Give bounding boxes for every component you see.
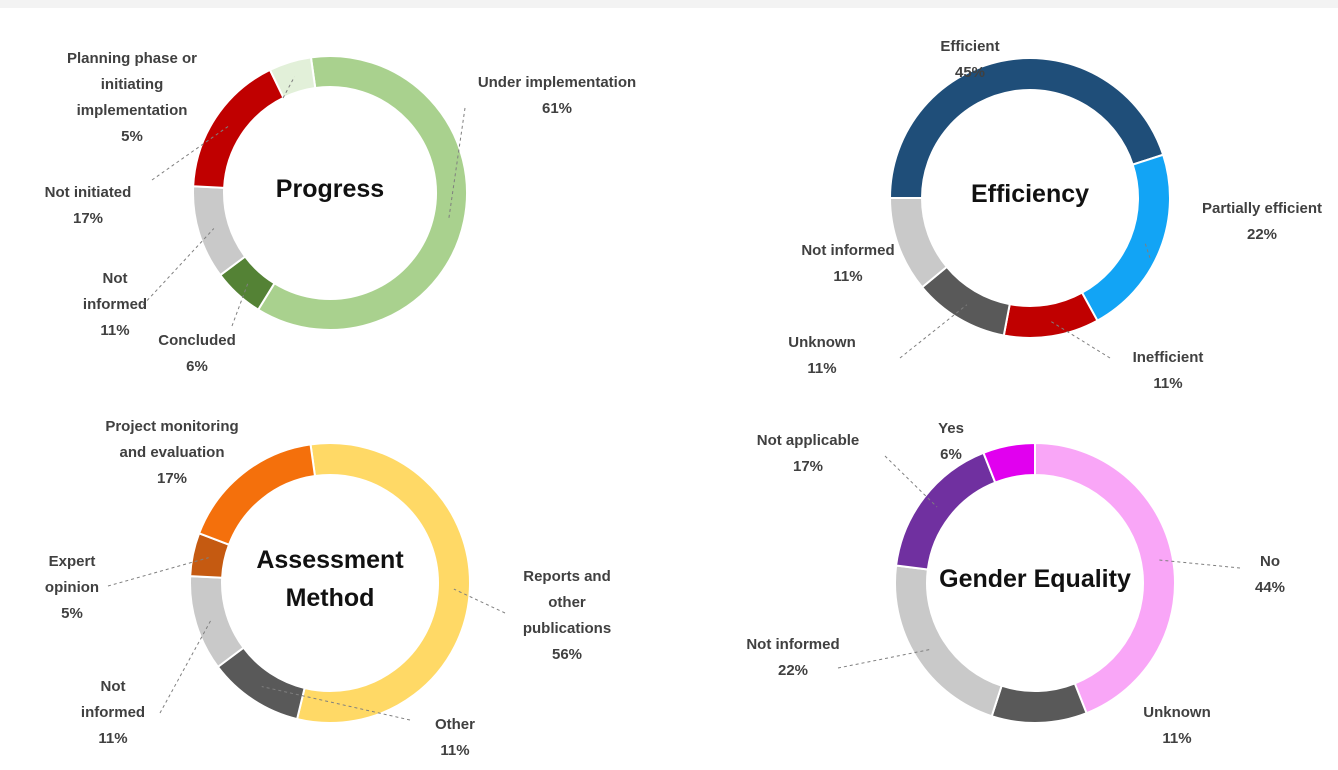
slice-label: Not initiated 17% <box>18 180 158 232</box>
category-label: Under implementation <box>477 74 637 91</box>
slice-label: Expert opinion 5% <box>32 549 112 627</box>
category-label: Other <box>434 716 475 733</box>
slice-label: Not informed 11% <box>70 266 160 344</box>
value-label: 56% <box>551 646 583 663</box>
leader-line <box>159 619 212 714</box>
slice-label: Reports and other publications 56% <box>505 564 630 668</box>
slice-label: Project monitoring and evaluation 17% <box>100 414 245 492</box>
slice-label: Unknown 11% <box>1117 700 1237 752</box>
chart-title: Progress <box>275 175 385 203</box>
donut-slice <box>888 197 949 289</box>
donut-slice <box>990 682 1088 724</box>
donut-slice <box>1034 441 1176 715</box>
category-label: Unknown <box>788 334 856 351</box>
donut-slice <box>982 441 1036 484</box>
chart-title: Gender Equality <box>939 565 1131 593</box>
leader-line <box>837 648 931 669</box>
donut-slice <box>894 451 997 571</box>
chart-title: Assessment Method <box>256 546 404 612</box>
category-label: Not applicable <box>756 432 860 449</box>
slice-label: Partially efficient 22% <box>1177 196 1338 248</box>
category-label: Partially efficient <box>1201 200 1323 217</box>
donut-slice <box>268 56 317 100</box>
leader-line <box>231 282 249 327</box>
slice-label: Concluded 6% <box>137 328 257 380</box>
value-label: 11% <box>1153 375 1183 392</box>
value-label: 6% <box>940 446 962 463</box>
donut-slice <box>197 443 317 546</box>
category-label: Inefficient <box>1132 349 1204 366</box>
value-label: 11% <box>1162 730 1192 747</box>
category-label: Not initiated <box>44 184 132 201</box>
leader-line <box>151 125 229 181</box>
category-label: No <box>1260 553 1280 570</box>
slice-label: Unknown 11% <box>762 330 882 382</box>
value-label: 17% <box>156 470 188 487</box>
value-label: 61% <box>541 100 573 117</box>
category-label: Expert opinion <box>44 553 100 596</box>
leader-line <box>1144 243 1151 259</box>
chart-title: Efficiency <box>970 180 1090 208</box>
slice-label: Efficient 45% <box>910 34 1030 86</box>
value-label: 11% <box>833 268 863 285</box>
category-label: Not informed <box>80 678 146 721</box>
value-label: 11% <box>100 322 130 339</box>
category-label: Not informed <box>801 242 895 259</box>
donut-slice <box>216 646 306 721</box>
slice-label: Other 11% <box>410 712 500 764</box>
donut-slice <box>295 442 471 724</box>
leader-line <box>261 686 411 721</box>
leader-line <box>1156 559 1241 569</box>
value-label: 5% <box>121 128 143 145</box>
category-label: Not informed <box>82 270 148 313</box>
leader-line <box>884 455 938 508</box>
donut-slice <box>888 57 1165 199</box>
value-label: 22% <box>777 662 809 679</box>
slice-label: Planning phase or initiating implementat… <box>47 46 217 150</box>
slice-label: Not informed 22% <box>743 632 843 684</box>
category-label: Concluded <box>158 332 236 349</box>
value-label: 22% <box>1246 226 1278 243</box>
slice-label: Under implementation 61% <box>477 70 637 122</box>
slice-label: No 44% <box>1230 549 1310 601</box>
slice-label: Not applicable 17% <box>733 428 883 480</box>
slice-label: Not informed 11% <box>68 674 158 752</box>
value-label: 6% <box>186 358 208 375</box>
leader-line <box>448 107 466 218</box>
category-label: Planning phase or initiating implementat… <box>66 50 198 119</box>
donut-slice <box>256 55 468 331</box>
category-label: Yes <box>938 420 964 437</box>
value-label: 11% <box>98 730 128 747</box>
value-label: 45% <box>954 64 986 81</box>
slice-label: Not informed 11% <box>798 238 898 290</box>
donut-slice <box>1002 291 1099 339</box>
category-label: Reports and other publications <box>522 568 612 637</box>
value-label: 17% <box>72 210 104 227</box>
value-label: 11% <box>807 360 837 377</box>
category-label: Project monitoring and evaluation <box>105 418 239 461</box>
value-label: 44% <box>1254 579 1286 596</box>
slice-label: Inefficient 11% <box>1108 345 1228 397</box>
value-label: 11% <box>440 742 470 759</box>
value-label: 17% <box>792 458 824 475</box>
category-label: Not informed <box>746 636 840 653</box>
category-label: Unknown <box>1143 704 1211 721</box>
value-label: 5% <box>61 605 83 622</box>
leader-line <box>142 228 215 306</box>
leader-line <box>282 76 295 99</box>
charts <box>107 55 1241 724</box>
slice-label: Yes 6% <box>921 416 981 468</box>
leader-line <box>899 304 968 359</box>
category-label: Efficient <box>940 38 1000 55</box>
